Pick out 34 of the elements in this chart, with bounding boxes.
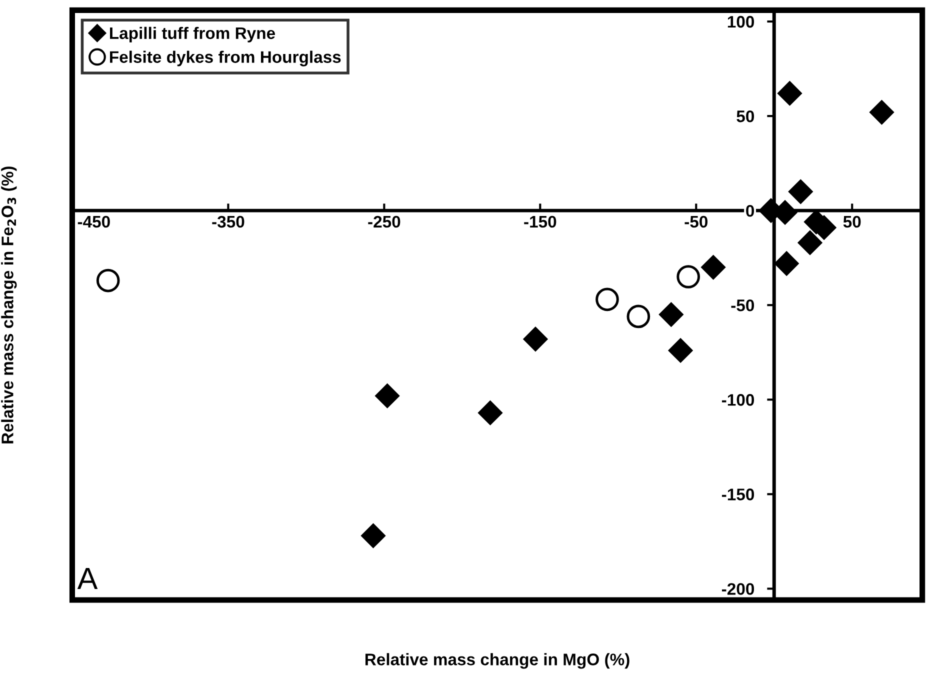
x-tick-label: -250: [368, 216, 400, 228]
y-tick-label: 0: [746, 204, 754, 217]
point: [788, 180, 813, 204]
point: [701, 255, 726, 280]
point: [626, 304, 650, 328]
point: [523, 327, 548, 352]
point: [778, 81, 802, 106]
point: [96, 268, 120, 292]
x-axis-title: Relative mass change in MgO (%): [365, 653, 630, 669]
point: [478, 400, 502, 425]
x-tick-label: 50: [843, 216, 861, 228]
legend-label: Lapilli tuff from Ryne: [110, 26, 275, 42]
x-tick-label: -150: [524, 216, 556, 228]
point: [375, 384, 400, 408]
y-axis-title: Relative mass change in Fe$_{2}$O$_{3}$ (%): [1, 166, 17, 444]
y-tick-label: -50: [731, 300, 754, 312]
x-tick-label: -50: [684, 216, 708, 228]
y-tick-label: -100: [722, 394, 754, 406]
x-tick-label: -350: [212, 216, 244, 228]
legend-label: Felsite dykes from Hourglass: [110, 50, 341, 66]
y-tick-label: 50: [736, 110, 754, 122]
point: [659, 302, 684, 327]
point: [870, 100, 894, 124]
point: [596, 288, 619, 312]
point: [361, 524, 386, 548]
x-tick-label: -450: [78, 216, 110, 228]
y-tick-label: 100: [728, 16, 754, 28]
y-tick-label: -150: [722, 488, 754, 500]
point: [668, 338, 693, 363]
y-tick-label: -200: [722, 583, 754, 595]
point: [774, 251, 799, 276]
point: [798, 230, 822, 255]
annotation: A: [77, 568, 98, 589]
point: [676, 265, 700, 288]
